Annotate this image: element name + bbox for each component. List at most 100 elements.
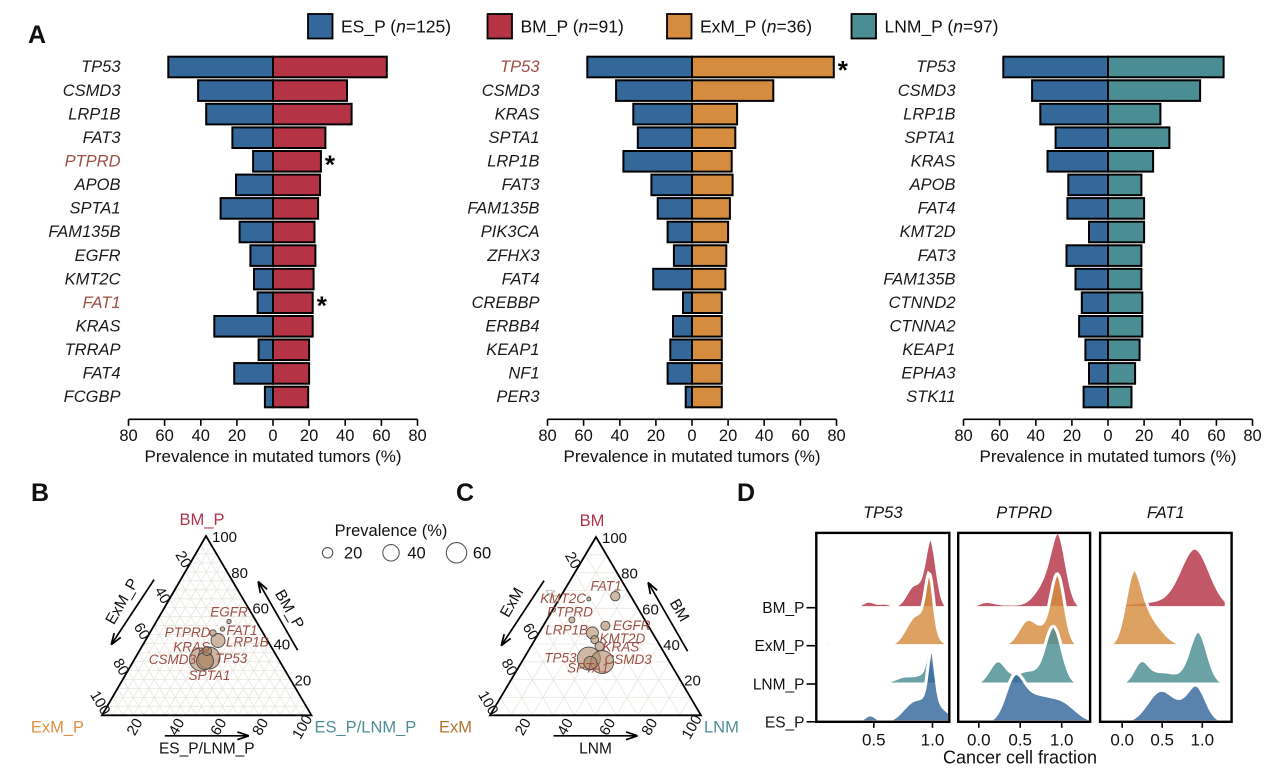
svg-text:CTNND2: CTNND2 [889, 294, 956, 312]
svg-text:100: 100 [212, 529, 237, 546]
svg-text:BM_P: BM_P [762, 600, 804, 617]
svg-text:60: 60 [519, 620, 542, 643]
svg-text:60: 60 [574, 427, 592, 445]
svg-text:CSMD3: CSMD3 [482, 82, 541, 100]
svg-text:20: 20 [344, 545, 362, 563]
svg-text:PTPRD: PTPRD [65, 153, 121, 171]
svg-text:0: 0 [268, 427, 277, 445]
svg-text:FCGBP: FCGBP [64, 388, 121, 406]
svg-text:ExM_P: ExM_P [31, 718, 84, 736]
svg-text:80: 80 [249, 716, 272, 739]
svg-text:FAT4: FAT4 [83, 365, 121, 383]
svg-text:80: 80 [621, 566, 638, 583]
svg-text:TP53: TP53 [500, 58, 540, 76]
svg-text:1.0: 1.0 [1050, 730, 1074, 749]
svg-text:LNM: LNM [704, 718, 739, 736]
svg-text:40: 40 [407, 545, 425, 563]
svg-text:CSMD3: CSMD3 [605, 652, 653, 667]
svg-text:40: 40 [1171, 427, 1189, 445]
svg-text:PTPRD: PTPRD [165, 625, 211, 640]
svg-text:*: * [325, 149, 336, 179]
svg-text:FAT4: FAT4 [502, 270, 540, 288]
svg-text:KMT2C: KMT2C [65, 270, 121, 288]
svg-text:Prevalence in mutated tumors (: Prevalence in mutated tumors (%) [145, 447, 402, 466]
svg-text:NF1: NF1 [508, 365, 539, 383]
svg-text:Prevalence in mutated tumors (: Prevalence in mutated tumors (%) [564, 447, 821, 466]
svg-text:D: D [737, 479, 755, 507]
svg-text:80: 80 [1243, 427, 1261, 445]
svg-text:60: 60 [642, 601, 659, 618]
svg-text:EGFR: EGFR [210, 605, 248, 620]
svg-text:ZFHX3: ZFHX3 [486, 247, 540, 265]
svg-text:1.0: 1.0 [1190, 730, 1214, 749]
svg-text:LNM: LNM [579, 740, 612, 757]
svg-text:40: 40 [663, 637, 680, 654]
svg-text:BM: BM [580, 512, 605, 530]
svg-text:SPTA1: SPTA1 [189, 668, 231, 683]
svg-text:FAM135B: FAM135B [48, 223, 120, 241]
svg-text:60: 60 [130, 620, 153, 643]
svg-text:60: 60 [252, 601, 269, 618]
svg-text:CSMD3: CSMD3 [898, 82, 957, 100]
svg-text:KMT2C: KMT2C [540, 591, 586, 606]
svg-text:0.5: 0.5 [862, 730, 886, 749]
svg-text:20: 20 [1063, 427, 1081, 445]
svg-text:ExM_P: ExM_P [755, 638, 805, 655]
svg-text:EGFR: EGFR [75, 247, 121, 265]
svg-text:TP53: TP53 [215, 651, 248, 666]
svg-text:80: 80 [119, 427, 137, 445]
svg-text:LRP1B: LRP1B [545, 623, 588, 638]
svg-text:1.0: 1.0 [921, 730, 945, 749]
svg-text:100: 100 [602, 530, 627, 547]
svg-text:80: 80 [538, 427, 556, 445]
svg-text:FAT1: FAT1 [590, 579, 621, 594]
svg-text:0.0: 0.0 [1110, 730, 1134, 749]
svg-text:LRP1B: LRP1B [487, 153, 539, 171]
svg-text:EGFR: EGFR [613, 618, 651, 633]
svg-text:20: 20 [561, 549, 584, 572]
svg-text:PER3: PER3 [496, 388, 540, 406]
svg-text:KRAS: KRAS [495, 105, 540, 123]
svg-text:0.5: 0.5 [1008, 730, 1032, 749]
svg-text:20: 20 [1135, 427, 1153, 445]
svg-text:LNM_P: LNM_P [753, 677, 805, 694]
svg-text:20: 20 [719, 427, 737, 445]
svg-text:*: * [317, 291, 328, 321]
svg-text:KMT2D: KMT2D [600, 631, 646, 646]
svg-text:80: 80 [498, 656, 521, 679]
svg-text:TP53: TP53 [916, 58, 956, 76]
svg-text:KMT2D: KMT2D [900, 223, 956, 241]
svg-text:CREBBP: CREBBP [472, 294, 540, 312]
svg-text:LNM_P (n=97): LNM_P (n=97) [885, 17, 999, 38]
svg-text:40: 40 [554, 716, 577, 739]
svg-text:BM_P (n=91): BM_P (n=91) [521, 17, 624, 38]
svg-text:SPTA1: SPTA1 [69, 200, 120, 218]
svg-text:A: A [28, 21, 46, 49]
svg-text:20: 20 [123, 716, 146, 739]
svg-text:20: 20 [172, 548, 195, 571]
svg-text:20: 20 [647, 427, 665, 445]
svg-text:40: 40 [273, 637, 290, 654]
svg-text:60: 60 [372, 427, 390, 445]
svg-text:C: C [456, 479, 474, 507]
svg-text:KRAS: KRAS [911, 153, 956, 171]
svg-text:B: B [31, 479, 49, 507]
svg-text:ERBB4: ERBB4 [485, 318, 539, 336]
svg-text:FAM135B: FAM135B [467, 200, 539, 218]
svg-text:ES_P: ES_P [765, 714, 805, 731]
svg-text:80: 80 [231, 565, 248, 582]
svg-text:SPTA1: SPTA1 [567, 661, 609, 676]
svg-text:20: 20 [228, 427, 246, 445]
svg-text:Prevalence (%): Prevalence (%) [335, 522, 448, 540]
svg-text:80: 80 [109, 656, 132, 679]
svg-text:LRP1B: LRP1B [903, 105, 955, 123]
svg-text:TRRAP: TRRAP [65, 341, 121, 359]
svg-text:0.5: 0.5 [1150, 730, 1174, 749]
svg-text:FAT1: FAT1 [227, 623, 258, 638]
svg-text:LRP1B: LRP1B [226, 635, 269, 650]
svg-text:ES_P/LNM_P: ES_P/LNM_P [315, 718, 417, 736]
svg-text:40: 40 [165, 716, 188, 739]
svg-text:FAT4: FAT4 [918, 200, 956, 218]
svg-text:FAT3: FAT3 [83, 129, 122, 147]
svg-text:60: 60 [1207, 427, 1225, 445]
